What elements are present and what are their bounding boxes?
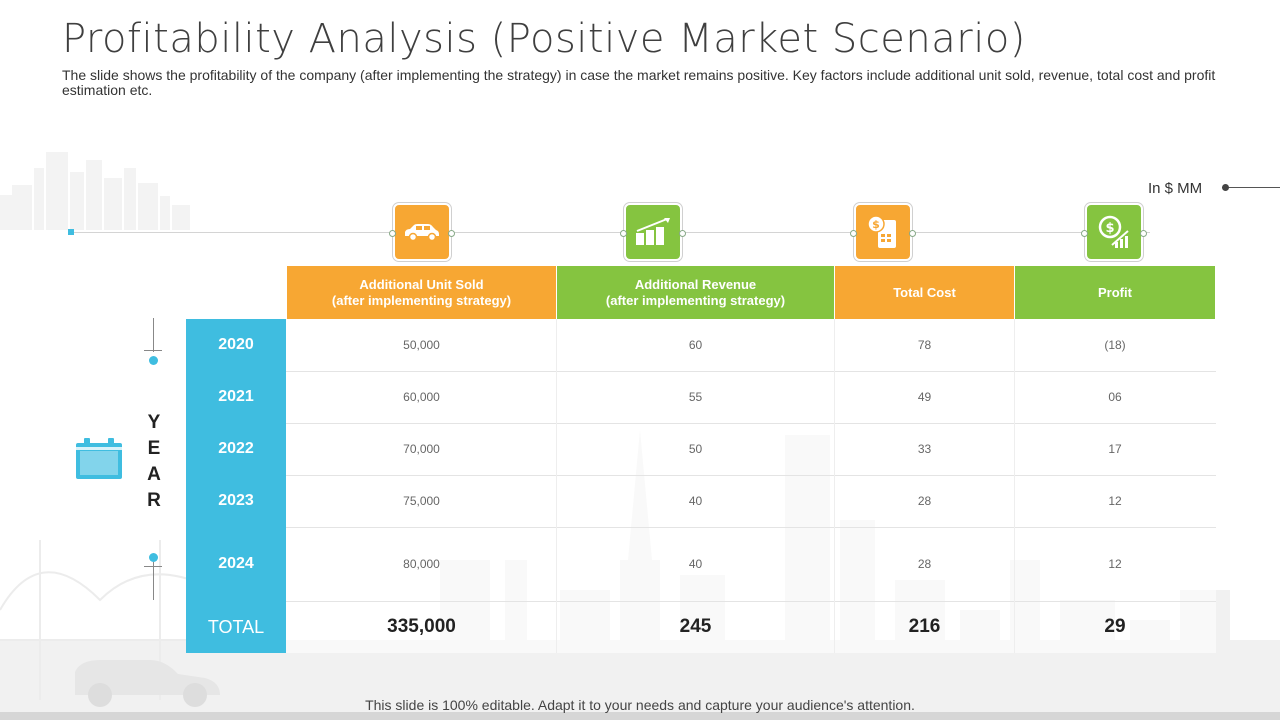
timeline-marker-line (153, 318, 154, 352)
year-cell: 2021 (218, 388, 254, 405)
year-cell: 2022 (218, 440, 254, 457)
year-letter: A (147, 464, 161, 485)
table-cell: 50 (688, 442, 703, 456)
column-header-total-cost: Total Cost (835, 266, 1014, 319)
car-icon (405, 224, 439, 242)
column-header-line2: (after implementing strategy) (331, 292, 512, 308)
row-divider (286, 527, 1216, 528)
unit-sold-icon-box (389, 203, 455, 261)
table-cell: 70,000 (403, 442, 440, 456)
total-cell: 245 (679, 616, 712, 637)
year-letter: Y (147, 412, 161, 433)
table-cell: 17 (1108, 442, 1122, 456)
calendar-icon (76, 438, 122, 479)
footer-note: This slide is 100% editable. Adapt it to… (365, 697, 915, 713)
table-cell: 40 (688, 557, 703, 571)
timeline-marker-dot (149, 356, 158, 365)
column-header-line1: Profit (1098, 284, 1132, 300)
column-header-revenue: Additional Revenue (after implementing s… (557, 266, 834, 319)
column-header-line1: Additional Revenue (634, 276, 757, 292)
column-header-profit: Profit (1015, 266, 1215, 319)
table-cell: 49 (917, 390, 932, 404)
table-body (286, 319, 1216, 653)
table-cell: 78 (917, 338, 932, 352)
unit-connector-dot (1222, 184, 1229, 191)
year-cell: 2024 (218, 555, 254, 572)
table-cell: 40 (688, 494, 703, 508)
column-header-line1: Additional Unit Sold (359, 276, 484, 292)
timeline-connector (70, 232, 1150, 233)
total-cost-icon-box: $ (850, 203, 916, 261)
svg-text:$: $ (1105, 221, 1114, 236)
total-cell: 216 (908, 616, 941, 637)
profit-growth-icon: $ (1098, 215, 1129, 248)
total-cell: 29 (1104, 616, 1126, 637)
revenue-icon-box (620, 203, 686, 261)
year-column (186, 319, 286, 653)
table-cell: 50,000 (403, 338, 440, 352)
table-cell: 55 (688, 390, 703, 404)
year-letter: E (147, 438, 161, 459)
column-header-unit-sold: Additional Unit Sold (after implementing… (287, 266, 556, 319)
profit-icon-box: $ (1081, 203, 1147, 261)
cost-calculator-icon: $ (867, 215, 896, 248)
year-cell: 2023 (218, 492, 254, 509)
column-header-line1: Total Cost (893, 284, 956, 300)
table-cell: 28 (917, 494, 932, 508)
total-cell: 335,000 (387, 616, 456, 637)
year-axis-label: Y E A R (146, 410, 162, 514)
year-cell: 2020 (218, 336, 254, 353)
table-cell: 12 (1108, 557, 1122, 571)
row-divider (286, 475, 1216, 476)
table-cell: 80,000 (403, 557, 440, 571)
timeline-marker-dot (149, 553, 158, 562)
row-divider (286, 423, 1216, 424)
svg-text:$: $ (872, 218, 880, 231)
timeline-marker-bar (144, 350, 162, 351)
bottom-bar (0, 712, 1280, 720)
column-divider (556, 319, 557, 653)
column-header-line2: (after implementing strategy) (605, 292, 786, 308)
table-cell: 33 (917, 442, 932, 456)
column-divider (834, 319, 835, 653)
table-cell: 28 (917, 557, 932, 571)
total-row-label: TOTAL (207, 616, 265, 637)
unit-connector-line (1222, 187, 1280, 188)
year-letter: R (147, 490, 161, 511)
table-cell: 12 (1108, 494, 1122, 508)
column-divider (1014, 319, 1015, 653)
table-cell: 06 (1108, 390, 1122, 404)
table-cell: 60,000 (403, 390, 440, 404)
page-subtitle: The slide shows the profitability of the… (62, 67, 1216, 98)
table-cell: (18) (1104, 338, 1126, 352)
row-divider (286, 601, 1216, 602)
row-divider (286, 371, 1216, 372)
timeline-start-marker (68, 229, 74, 235)
table-cell: 75,000 (403, 494, 440, 508)
table-cell: 60 (688, 338, 703, 352)
unit-label: In $ MM (1148, 180, 1203, 197)
revenue-chart-icon (636, 218, 670, 245)
page-title: Profitability Analysis (Positive Market … (62, 16, 1026, 62)
timeline-marker-line (153, 562, 154, 600)
